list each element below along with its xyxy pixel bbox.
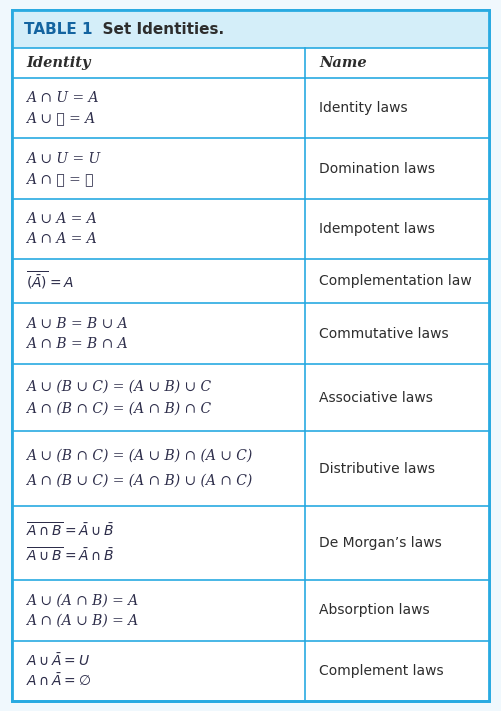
Text: A ∪ (B ∩ C) = (A ∪ B) ∩ (A ∪ C): A ∪ (B ∩ C) = (A ∪ B) ∩ (A ∪ C) bbox=[26, 449, 252, 463]
Text: Name: Name bbox=[319, 56, 367, 70]
Bar bbox=[12, 260, 489, 304]
Text: A ∩ U = A: A ∩ U = A bbox=[26, 91, 99, 105]
Text: A ∩ B = B ∩ A: A ∩ B = B ∩ A bbox=[26, 337, 128, 351]
Text: Absorption laws: Absorption laws bbox=[319, 604, 430, 617]
Text: Complement laws: Complement laws bbox=[319, 664, 444, 678]
Text: A ∪ U = U: A ∪ U = U bbox=[26, 151, 100, 166]
Bar bbox=[12, 10, 489, 48]
Bar bbox=[12, 139, 489, 199]
Bar bbox=[12, 364, 489, 432]
Text: A ∩ (A ∪ B) = A: A ∩ (A ∪ B) = A bbox=[26, 614, 138, 627]
Bar bbox=[12, 199, 489, 260]
Text: A ∪ B = B ∪ A: A ∪ B = B ∪ A bbox=[26, 316, 128, 331]
Text: Domination laws: Domination laws bbox=[319, 161, 435, 176]
Bar bbox=[12, 78, 489, 139]
Text: A ∩ A = A: A ∩ A = A bbox=[26, 232, 97, 246]
Text: Commutative laws: Commutative laws bbox=[319, 327, 449, 341]
Text: $A \cap \bar{A} = \emptyset$: $A \cap \bar{A} = \emptyset$ bbox=[26, 673, 91, 689]
Text: Idempotent laws: Idempotent laws bbox=[319, 222, 435, 236]
Text: $\overline{A \cap B} = \bar{A} \cup \bar{B}$: $\overline{A \cap B} = \bar{A} \cup \bar… bbox=[26, 521, 114, 540]
Text: TABLE 1: TABLE 1 bbox=[24, 21, 93, 36]
Text: A ∪ A = A: A ∪ A = A bbox=[26, 212, 97, 226]
Text: Identity laws: Identity laws bbox=[319, 101, 408, 115]
Text: A ∩ ∅ = ∅: A ∩ ∅ = ∅ bbox=[26, 172, 94, 186]
Text: Distributive laws: Distributive laws bbox=[319, 461, 435, 476]
Bar bbox=[12, 641, 489, 701]
Text: $A \cup \bar{A} = U$: $A \cup \bar{A} = U$ bbox=[26, 652, 90, 669]
Text: A ∪ (A ∩ B) = A: A ∪ (A ∩ B) = A bbox=[26, 593, 138, 607]
Text: Complementation law: Complementation law bbox=[319, 274, 472, 289]
Text: $\overline{A \cup B} = \bar{A} \cap \bar{B}$: $\overline{A \cup B} = \bar{A} \cap \bar… bbox=[26, 546, 114, 565]
Text: De Morgan’s laws: De Morgan’s laws bbox=[319, 536, 442, 550]
Text: $\overline{(\bar{A})} = A$: $\overline{(\bar{A})} = A$ bbox=[26, 270, 74, 292]
Text: A ∪ (B ∪ C) = (A ∪ B) ∪ C: A ∪ (B ∪ C) = (A ∪ B) ∪ C bbox=[26, 380, 211, 393]
Bar bbox=[12, 48, 489, 78]
Bar bbox=[12, 304, 489, 364]
Text: A ∩ (B ∪ C) = (A ∩ B) ∪ (A ∩ C): A ∩ (B ∪ C) = (A ∩ B) ∪ (A ∩ C) bbox=[26, 474, 252, 488]
Bar bbox=[12, 432, 489, 506]
Bar bbox=[12, 580, 489, 641]
Text: A ∪ ∅ = A: A ∪ ∅ = A bbox=[26, 112, 95, 125]
Text: Identity: Identity bbox=[26, 56, 91, 70]
Text: A ∩ (B ∩ C) = (A ∩ B) ∩ C: A ∩ (B ∩ C) = (A ∩ B) ∩ C bbox=[26, 402, 211, 416]
Text: Associative laws: Associative laws bbox=[319, 390, 433, 405]
Bar bbox=[12, 506, 489, 580]
Text: Set Identities.: Set Identities. bbox=[92, 21, 224, 36]
